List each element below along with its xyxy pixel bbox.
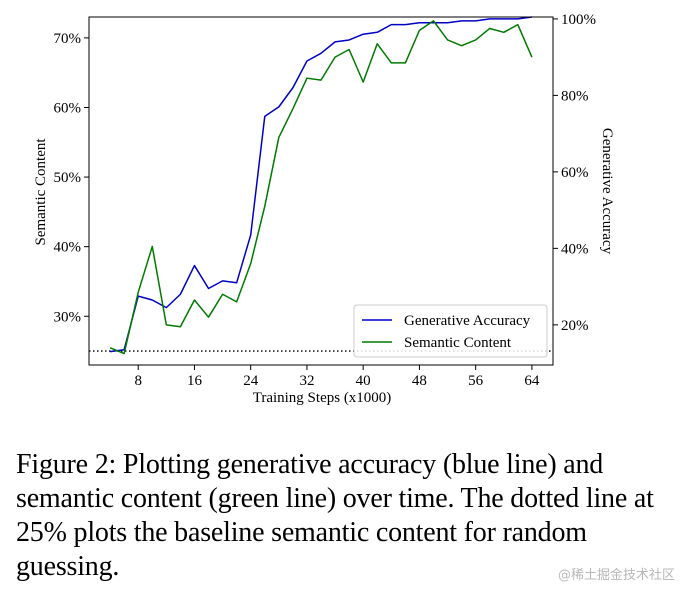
y-right-tick-label: 60% [561, 165, 589, 181]
y-axis-right-label: Generative Accuracy [599, 128, 615, 255]
y-axis-left-label: Semantic Content [33, 138, 49, 246]
y-left-tick-label: 30% [54, 309, 82, 325]
x-tick-label: 32 [299, 373, 314, 389]
plot-frame [88, 16, 554, 366]
figure-caption: Figure 2: Plotting generative accuracy (… [16, 449, 654, 582]
plot-area [89, 16, 553, 355]
x-tick-label: 16 [187, 373, 203, 389]
y-left-tick-label: 50% [54, 170, 82, 186]
series-line-generative-accuracy [109, 16, 533, 353]
x-tick-label: 8 [134, 373, 142, 389]
x-tick-label: 48 [412, 373, 427, 389]
watermark: @稀土掘金技术社区 [557, 568, 675, 583]
x-axis-label: Training Steps (x1000) [253, 390, 392, 406]
legend: Generative Accuracy Semantic Content [353, 304, 548, 358]
x-tick-label: 64 [524, 373, 540, 389]
y-left-tick-label: 60% [54, 100, 82, 116]
y-left-tick-label: 70% [54, 31, 82, 47]
x-tick-label: 40 [356, 373, 371, 389]
x-tick-label: 56 [468, 373, 484, 389]
y-right-tick-label: 20% [561, 318, 589, 334]
x-tick-label: 24 [243, 373, 259, 389]
legend-label: Generative Accuracy [404, 313, 531, 329]
axes: 8 16 24 32 40 48 56 64 30% 40% 50% 60% 70% 20% 40% 60% 8… [54, 12, 597, 389]
legend-label: Semantic Content [404, 335, 512, 351]
y-right-tick-label: 100% [561, 12, 596, 28]
figure-chart: 8 16 24 32 40 48 56 64 30% 40% 50% 60% 70% 20% 40% 60% 8… [33, 12, 615, 406]
series-line-semantic-content [109, 20, 533, 355]
legend-box [353, 304, 548, 358]
y-right-tick-label: 40% [561, 241, 589, 257]
y-left-tick-label: 40% [54, 240, 82, 256]
y-right-tick-label: 80% [561, 88, 589, 104]
